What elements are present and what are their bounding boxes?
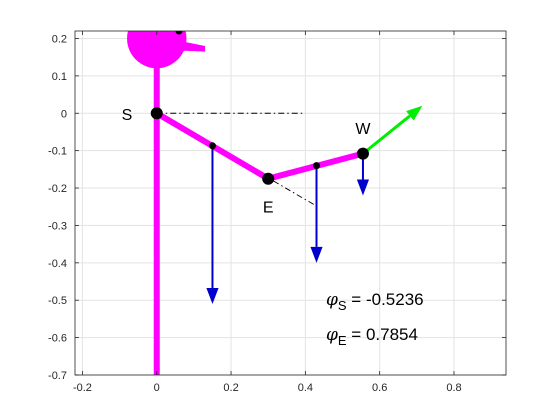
phi-e-annotation: φE = 0.7854 <box>326 325 418 348</box>
y-tick-label: -0.7 <box>48 370 67 382</box>
point-labels: S E W <box>122 107 372 217</box>
joint-s-point <box>150 107 163 120</box>
y-tick-label: -0.5 <box>48 295 67 307</box>
grid <box>75 31 506 376</box>
eye-dot <box>175 31 183 35</box>
x-tick-label: -0.2 <box>73 382 92 394</box>
y-tick-label: 0 <box>61 108 67 120</box>
x-tick-label: 0.4 <box>298 382 313 394</box>
point-label-e: E <box>263 200 274 217</box>
phi-s-subscript: S <box>338 298 347 313</box>
phi-e-value: = 0.7854 <box>347 325 418 344</box>
axis-ticks: -0.2 0 0.2 0.4 0.6 0.8 0.2 0.1 0 -0.1 -0.2 -0.3 -0.4… <box>48 31 506 394</box>
force-arrow <box>362 105 423 155</box>
center-of-mass-point <box>208 142 216 150</box>
force-arrow-shaft <box>362 114 411 155</box>
center-of-mass-point <box>313 162 321 170</box>
weight-arrow-head <box>206 287 219 304</box>
y-tick-label: -0.6 <box>48 333 67 345</box>
x-tick-label: 0.6 <box>372 382 387 394</box>
head-circle <box>127 31 187 69</box>
joint-e-point <box>262 172 275 185</box>
y-tick-label: 0.2 <box>52 33 67 45</box>
phi-e-symbol: φ <box>326 325 338 345</box>
beak-shape <box>177 40 206 52</box>
phi-s-annotation: φS = -0.5236 <box>326 290 424 313</box>
x-tick-label: 0 <box>154 382 160 394</box>
x-tick-label: 0.2 <box>223 382 238 394</box>
y-tick-label: 0.1 <box>52 71 67 83</box>
phi-s-value: = -0.5236 <box>347 290 424 309</box>
point-label-s: S <box>122 107 133 124</box>
axes-box <box>74 30 507 376</box>
weight-arrow <box>206 145 219 304</box>
joint-w-point <box>356 147 369 160</box>
weight-arrow-head <box>356 179 370 196</box>
y-tick-label: -0.1 <box>48 146 67 158</box>
phi-e-subscript: E <box>338 333 347 348</box>
point-label-w: W <box>355 121 371 138</box>
phi-s-symbol: φ <box>326 290 338 310</box>
weight-arrow <box>310 165 323 263</box>
plot-area <box>75 31 506 375</box>
weight-arrow-head <box>310 246 323 263</box>
plot-content <box>127 31 423 375</box>
x-tick-label: 0.8 <box>446 382 461 394</box>
y-tick-label: -0.2 <box>48 183 67 195</box>
force-arrow-head <box>406 105 423 121</box>
y-tick-label: -0.3 <box>48 220 67 232</box>
y-tick-label: -0.4 <box>48 258 67 270</box>
